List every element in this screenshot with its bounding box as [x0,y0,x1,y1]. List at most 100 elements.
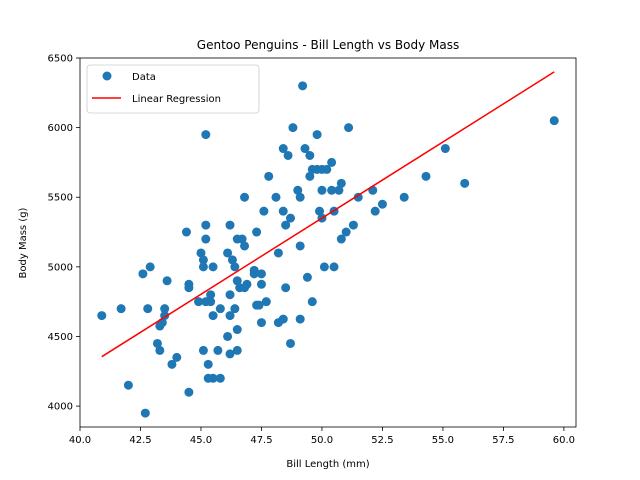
data-point [162,276,172,286]
data-point [208,262,218,272]
y-tick-label: 4000 [48,402,73,413]
legend-label-data: Data [132,72,156,83]
data-point [225,290,235,300]
y-axis-ticks: 4000 4500 5000 5500 6000 6500 [48,54,80,413]
y-tick-label: 5000 [48,262,73,273]
data-point [317,185,327,195]
data-point [286,338,295,348]
data-point [273,248,283,258]
data-point [549,116,559,126]
y-tick-label: 6000 [48,123,73,134]
x-tick-label: 47.5 [250,435,272,446]
data-point [227,255,237,265]
data-point [155,345,165,355]
data-point [116,304,126,314]
data-point [278,144,288,154]
data-point [206,290,216,300]
data-point [232,276,242,286]
data-point [440,144,450,154]
x-tick-label: 57.5 [492,435,514,446]
data-point [152,338,162,348]
data-point [201,130,211,140]
legend-label-regression: Linear Regression [132,94,221,105]
data-point [300,144,310,154]
data-point [232,345,242,355]
data-point [353,192,363,202]
data-point [223,331,233,341]
data-point [264,171,274,181]
data-point [215,304,225,314]
legend-box [86,64,260,114]
data-point [225,220,235,230]
x-tick-label: 45.0 [190,435,212,446]
data-point [232,325,242,335]
data-point [281,283,291,293]
data-point [143,304,153,314]
data-point [123,380,133,390]
data-point [305,150,315,160]
data-point [201,220,211,230]
data-point [194,297,204,307]
data-point [312,130,322,140]
data-point [256,269,266,279]
data-point [348,220,358,230]
data-point [230,262,240,272]
data-point [327,185,337,195]
y-axis-label: Body Mass (g) [18,207,29,278]
x-axis-ticks: 40.0 42.5 45.0 47.5 50.0 52.5 55.0 57.5 60.0 [69,427,575,446]
data-point [334,185,344,195]
data-point [336,234,346,244]
data-point [322,164,332,174]
y-tick-label: 6500 [48,54,73,65]
x-axis-label: Bill Length (mm) [286,459,369,470]
data-point [249,269,259,279]
x-tick-label: 50.0 [311,435,333,446]
data-point [145,262,155,272]
data-point [240,192,250,202]
data-point [370,206,380,216]
x-tick-label: 52.5 [371,435,393,446]
y-tick-label: 5500 [48,193,73,204]
data-point [181,227,191,237]
data-point [203,359,213,369]
data-point [302,272,312,282]
data-point [240,241,250,251]
chart-title: Gentoo Penguins - Bill Length vs Body Ma… [197,38,459,52]
x-tick-label: 42.5 [129,435,151,446]
data-point [208,373,218,383]
data-point [223,248,233,258]
data-point [271,192,281,202]
data-point [213,345,223,355]
data-point [293,185,303,195]
data-point [278,314,288,324]
data-point [198,262,208,272]
data-point [230,304,240,314]
data-point [138,269,148,279]
data-point [198,255,208,265]
data-point [399,192,409,202]
data-point [377,199,387,209]
data-point [295,241,305,251]
y-tick-label: 4500 [48,332,73,343]
data-point [283,150,293,160]
data-point [295,314,305,324]
data-point [305,171,315,181]
data-point [344,123,354,133]
data-point [215,373,225,383]
legend: Data Linear Regression [86,64,260,114]
data-point [198,345,208,355]
data-point [460,178,470,188]
data-point [315,206,325,216]
data-point [184,279,194,289]
data-point [298,81,308,91]
x-tick-label: 60.0 [553,435,575,446]
plot-area [79,57,577,428]
regression-layer [101,71,555,358]
data-point [341,227,351,237]
data-point [281,220,291,230]
data-point [201,234,211,244]
data-point [259,206,269,216]
data-point [421,171,431,181]
data-point [167,359,177,369]
